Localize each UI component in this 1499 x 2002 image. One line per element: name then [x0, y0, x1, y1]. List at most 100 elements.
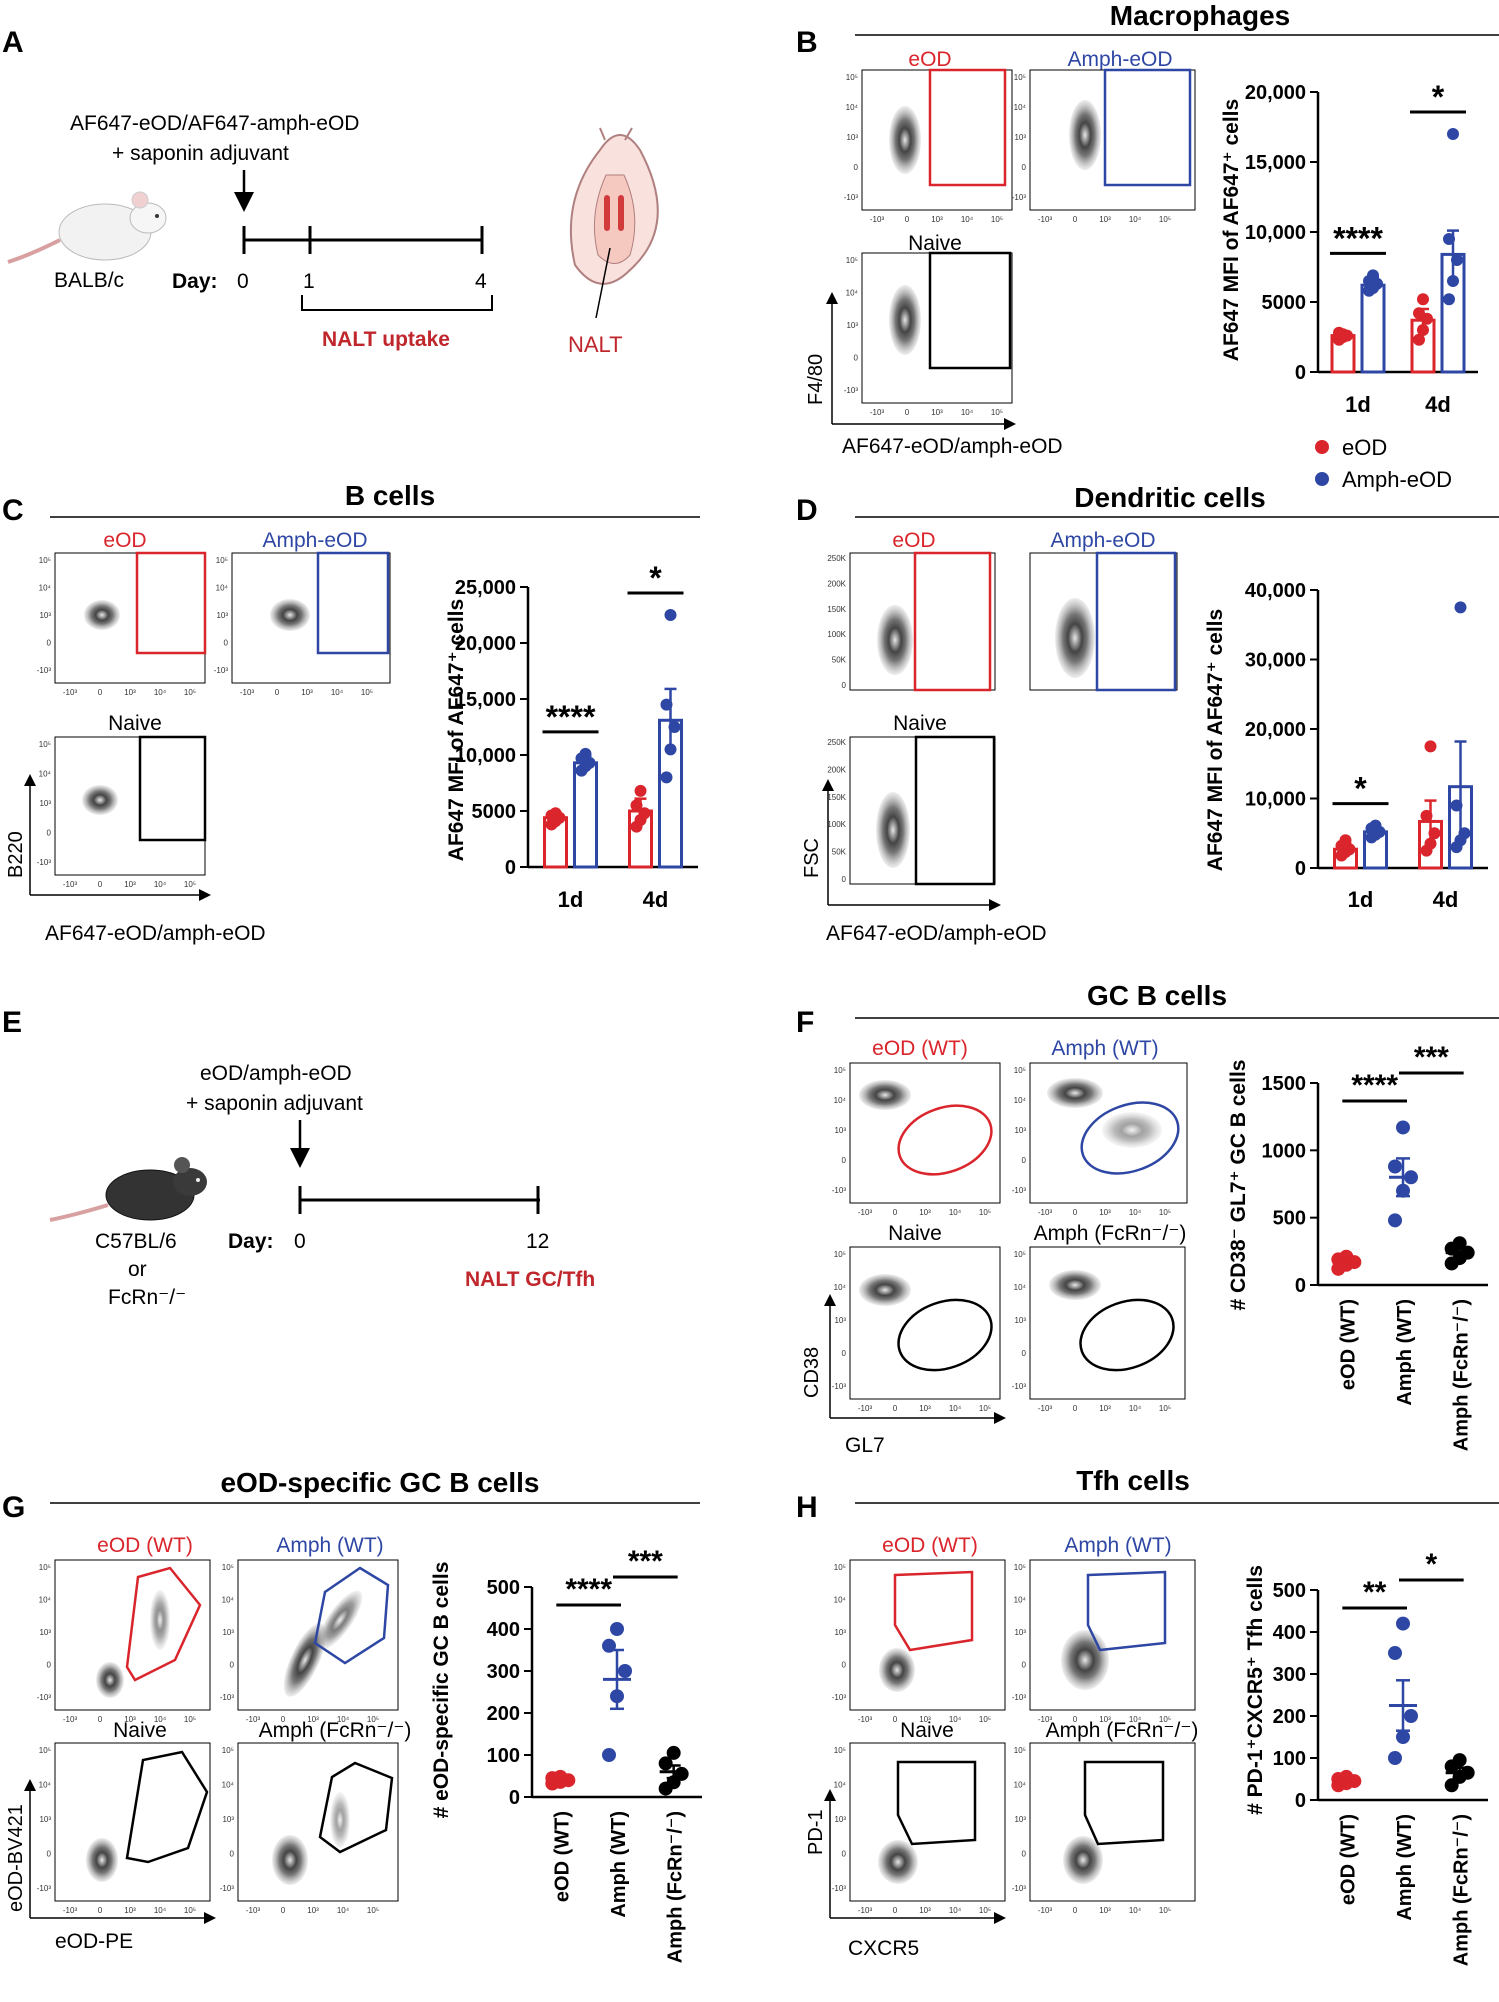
legend-label: eOD [1342, 435, 1387, 460]
flow-x-tick: 10³ [919, 1208, 931, 1217]
flow-plot-d-amph [1029, 551, 1178, 692]
flow-x-tick: 10⁴ [1129, 1208, 1142, 1217]
panel-letter-g: G [2, 1491, 25, 1524]
flow-x-tick: 10⁵ [184, 880, 196, 889]
flow-y-tick: 0 [842, 1349, 847, 1358]
mouse-label-3: FcRn⁻/⁻ [108, 1286, 186, 1309]
flow-x-tick: 10³ [931, 408, 943, 417]
flow-x-tick: 10³ [301, 688, 313, 697]
flow-x-tick: 10³ [124, 1715, 136, 1724]
flow-y-tick: 0 [842, 1156, 847, 1165]
flow-x-tick: -10³ [246, 1906, 261, 1915]
x-tick-label: 1d [1348, 887, 1374, 912]
flow-x-tick: 10⁵ [1159, 1404, 1171, 1413]
flow-x-tick: 10⁵ [1159, 1208, 1171, 1217]
flow-y-label-f: CD38 [801, 1347, 823, 1398]
day-tick-4: 4 [475, 270, 487, 293]
day-tick-0: 0 [294, 1230, 306, 1253]
flow-naive-label: Naive [113, 1719, 167, 1742]
flow-plot-c-eod [54, 551, 207, 684]
flow-y-tick: 10⁵ [1014, 1746, 1026, 1755]
data-point [1447, 128, 1459, 140]
flow-y-tick: 10⁴ [39, 1781, 52, 1790]
flow-x-tick: 10⁴ [331, 688, 344, 697]
y-tick-label: 10,000 [455, 745, 516, 767]
flow-y-tick: -10³ [214, 666, 229, 675]
flow-fsc-tick: 100K [827, 820, 846, 829]
flow-y-tick: 0 [47, 829, 52, 838]
flow-plot-d-naive [849, 735, 996, 886]
gate-d-naive [914, 735, 996, 886]
chart-h: 0 100 200 300 400 500 # PD-1⁺CXCR5⁺ Tfh cells e… [1244, 1548, 1488, 1966]
x-tick-label: eOD (WT) [551, 1811, 573, 1902]
flow-x-tick: -10³ [858, 1906, 873, 1915]
panel-f: F GC B cells eOD (WT) Amph (WT) Naive Am… [796, 980, 1499, 1457]
flow-naive-label: Naive [900, 1719, 954, 1742]
y-axis-label: # eOD-specific GC B cells [430, 1562, 453, 1819]
flow-y-tick: -10³ [832, 1884, 847, 1893]
flow-eod-label: eOD [892, 529, 935, 552]
gate-c-eod [135, 551, 207, 655]
flow-fsc-tick: 50K [832, 656, 847, 665]
y-axis-label: # PD-1⁺CXCR5⁺ Tfh cells [1244, 1565, 1267, 1815]
nalt-label: NALT [568, 332, 623, 357]
flow-y-tick: -10³ [1012, 193, 1027, 202]
injection-label-2: + saponin adjuvant [112, 142, 289, 165]
uptake-label: NALT uptake [322, 328, 450, 351]
flow-x-label-f: GL7 [845, 1434, 885, 1457]
flow-y-tick: 10³ [39, 1628, 51, 1637]
data-point [1388, 1159, 1402, 1174]
flow-x-tick: 10⁵ [361, 688, 373, 697]
flow-x-tick: 10³ [124, 880, 136, 889]
panel-letter-f: F [796, 1006, 814, 1039]
flow-y-tick: 10³ [222, 1815, 234, 1824]
y-tick-label: 30,000 [1245, 650, 1306, 672]
panel-letter-h: H [796, 1491, 818, 1524]
flow-y-tick: 10³ [834, 1316, 846, 1325]
flow-eod-label: eOD [908, 48, 951, 71]
flow-naive-label: Naive [893, 712, 947, 735]
gate-d-eod [913, 551, 992, 692]
flow-y-tick: 10⁵ [1014, 73, 1026, 82]
y-tick-label: 25,000 [455, 577, 516, 599]
flow-amph-label: Amph-eOD [1050, 529, 1155, 552]
data-point [1424, 740, 1437, 753]
panel-g: G eOD-specific GC B cells eOD (WT) Amph … [2, 1467, 702, 1963]
flow-x-tick: 0 [893, 1715, 898, 1724]
flow-plot-f-amph [1029, 1062, 1188, 1204]
flow-naive-label: Naive [888, 1222, 942, 1245]
flow-plot-h-eod [849, 1559, 1006, 1711]
flow-x-tick: -10³ [1038, 215, 1053, 224]
flow-y-tick: 10⁴ [1014, 103, 1027, 112]
flow-y-tick: -10³ [832, 1186, 847, 1195]
flow-y-tick: -10³ [832, 1382, 847, 1391]
flow-x-tick: 10⁵ [184, 1906, 196, 1915]
y-tick-label: 1500 [1262, 1073, 1307, 1095]
flow-y-tick: 10⁵ [39, 1746, 51, 1755]
flow-x-tick: 10³ [1099, 1715, 1111, 1724]
data-point [664, 609, 677, 621]
flow-amph-label: Amph (WT) [1064, 1534, 1171, 1557]
flow-x-tick: 10⁵ [991, 215, 1003, 224]
flow-y-tick: 10⁴ [846, 103, 859, 112]
flow-y-tick: 10³ [846, 321, 858, 330]
data-point [1417, 324, 1429, 336]
flow-y-tick: -10³ [832, 1693, 847, 1702]
x-tick-label: Amph (WT) [608, 1811, 630, 1918]
significance-label: *** [628, 1545, 663, 1578]
flow-y-tick: 10³ [834, 1126, 846, 1135]
y-tick-label: 1000 [1262, 1140, 1307, 1162]
y-tick-label: 0 [1295, 1275, 1306, 1297]
y-tick-label: 0 [1295, 362, 1306, 384]
panel-title-c: B cells [345, 480, 435, 511]
flow-x-tick: -10³ [1038, 1404, 1053, 1413]
data-point [1367, 269, 1379, 282]
panel-b: B Macrophages eOD Amph-eOD Naive F4/80 A… [796, 0, 1499, 492]
flow-fsc-tick: 0 [842, 875, 847, 884]
gate-g-ko [318, 1761, 394, 1854]
uptake-bracket [301, 295, 493, 311]
y-axis-label: # CD38⁻ GL7⁺ GC B cells [1227, 1060, 1250, 1311]
flow-x-tick: 0 [1073, 215, 1078, 224]
data-point [1388, 1646, 1402, 1660]
